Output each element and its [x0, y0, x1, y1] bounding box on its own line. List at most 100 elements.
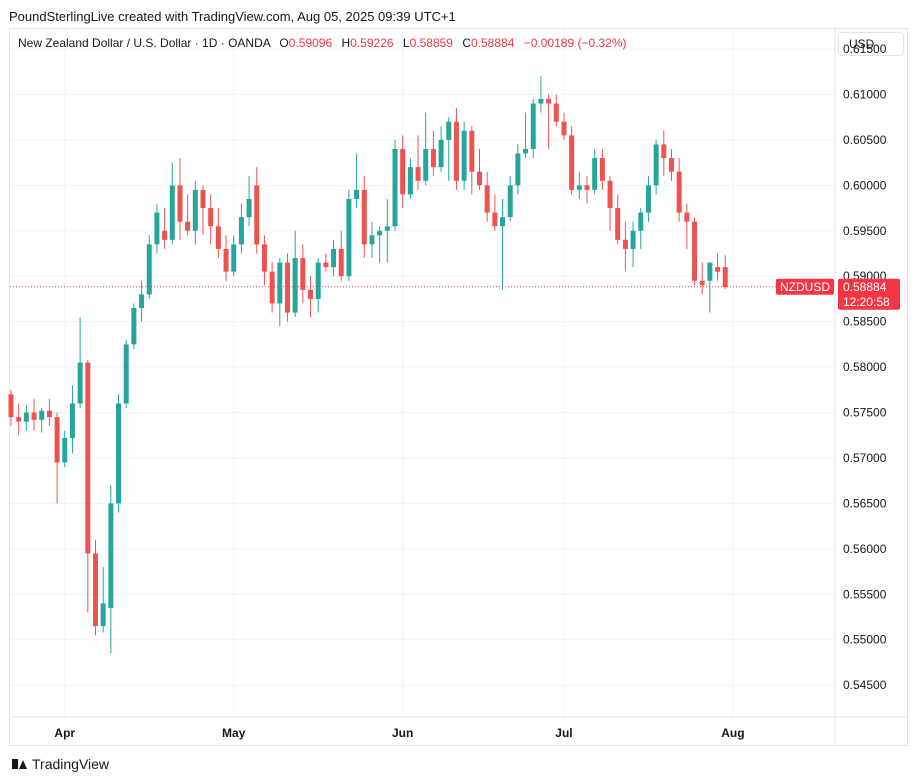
price-tick-label: 0.54500 — [843, 678, 887, 692]
candle-body-down[interactable] — [584, 185, 590, 190]
candle-body-down[interactable] — [561, 121, 567, 136]
candle-body-down[interactable] — [569, 135, 575, 190]
candle-body-up[interactable] — [154, 212, 160, 245]
candle-body-down[interactable] — [676, 171, 682, 213]
date-tick-label: Aug — [721, 726, 744, 740]
candle-body-up[interactable] — [576, 185, 582, 190]
candle-body-down[interactable] — [31, 412, 37, 420]
candle-body-down[interactable] — [400, 148, 406, 195]
candle-body-down[interactable] — [599, 158, 605, 181]
candle-body-up[interactable] — [123, 344, 129, 404]
candle-body-down[interactable] — [254, 185, 260, 245]
candle-body-up[interactable] — [438, 139, 444, 168]
candle-body-up[interactable] — [331, 248, 337, 268]
candle-body-down[interactable] — [308, 289, 314, 299]
candle-body-up[interactable] — [523, 148, 529, 154]
candle-body-up[interactable] — [653, 144, 659, 186]
candle-body-down[interactable] — [668, 158, 674, 172]
candle-body-up[interactable] — [369, 235, 375, 245]
candle-body-up[interactable] — [277, 262, 283, 304]
candle-body-down[interactable] — [699, 280, 705, 286]
candle-body-up[interactable] — [592, 158, 598, 190]
candle-body-up[interactable] — [407, 167, 413, 195]
candle-body-up[interactable] — [384, 226, 390, 231]
candle-body-up[interactable] — [62, 437, 68, 463]
candle-body-down[interactable] — [215, 226, 221, 249]
candle-body-up[interactable] — [346, 198, 352, 277]
candle-body-up[interactable] — [423, 148, 429, 181]
candle-body-up[interactable] — [108, 503, 114, 608]
candle-body-up[interactable] — [707, 262, 713, 281]
candle-body-up[interactable] — [169, 185, 175, 240]
candle-body-down[interactable] — [607, 180, 613, 209]
candle-body-up[interactable] — [146, 244, 152, 295]
candle-body-up[interactable] — [23, 412, 29, 422]
candle-body-down[interactable] — [92, 553, 98, 627]
candle-body-up[interactable] — [354, 189, 360, 199]
currency-button[interactable]: USD — [838, 32, 904, 56]
candle-body-down[interactable] — [200, 189, 206, 209]
instrument-label: New Zealand Dollar / U.S. Dollar · 1D · … — [18, 36, 271, 50]
candle-body-up[interactable] — [377, 230, 383, 236]
candle-body-up[interactable] — [238, 217, 244, 245]
candle-body-down[interactable] — [361, 189, 367, 245]
candle-body-down[interactable] — [469, 130, 475, 172]
candle-body-up[interactable] — [292, 258, 298, 313]
candle-body-down[interactable] — [715, 267, 721, 272]
candle-body-up[interactable] — [139, 294, 145, 309]
candle-body-up[interactable] — [446, 121, 452, 140]
candle-body-up[interactable] — [538, 98, 544, 104]
candle-body-down[interactable] — [54, 417, 60, 463]
candle-body-up[interactable] — [645, 185, 651, 213]
candle-body-up[interactable] — [131, 308, 137, 345]
candle-body-down[interactable] — [223, 248, 229, 272]
candle-body-up[interactable] — [315, 262, 321, 299]
candle-body-up[interactable] — [638, 212, 644, 231]
candle-body-down[interactable] — [85, 362, 91, 554]
candle-body-up[interactable] — [69, 403, 75, 438]
candle-body-down[interactable] — [415, 167, 421, 181]
candle-body-down[interactable] — [46, 410, 52, 418]
candle-body-down[interactable] — [553, 103, 559, 122]
candle-body-down[interactable] — [661, 144, 667, 159]
candle-body-up[interactable] — [77, 362, 83, 404]
candle-body-down[interactable] — [162, 230, 168, 240]
candle-body-down[interactable] — [622, 239, 628, 249]
candle-body-down[interactable] — [284, 262, 290, 313]
candle-body-up[interactable] — [231, 244, 237, 272]
candle-body-up[interactable] — [515, 153, 521, 186]
candle-body-down[interactable] — [684, 212, 690, 222]
candle-body-up[interactable] — [116, 403, 122, 504]
candle-body-down[interactable] — [300, 258, 306, 290]
candle-body-down[interactable] — [16, 417, 22, 422]
candle-body-down[interactable] — [323, 262, 329, 268]
candle-body-up[interactable] — [461, 130, 467, 181]
candle-body-up[interactable] — [630, 230, 636, 249]
candle-body-down[interactable] — [453, 121, 459, 181]
candle-body-up[interactable] — [530, 103, 536, 149]
candle-body-up[interactable] — [392, 148, 398, 227]
candle-body-down[interactable] — [8, 394, 14, 418]
candle-body-down[interactable] — [430, 148, 436, 168]
candle-body-up[interactable] — [192, 189, 198, 231]
candle-body-up[interactable] — [246, 198, 252, 218]
candle-body-up[interactable] — [507, 185, 513, 218]
candle-body-down[interactable] — [484, 185, 490, 213]
candle-body-up[interactable] — [100, 603, 106, 627]
candle-body-down[interactable] — [615, 208, 621, 240]
candle-body-down[interactable] — [692, 221, 698, 281]
candle-body-down[interactable] — [492, 212, 498, 227]
candle-body-up[interactable] — [39, 410, 45, 420]
candle-body-down[interactable] — [722, 267, 728, 288]
candle-body-down[interactable] — [476, 171, 482, 186]
candle-body-down[interactable] — [338, 248, 344, 277]
candle-body-down[interactable] — [185, 221, 191, 231]
candle-body-down[interactable] — [177, 185, 183, 222]
candle-body-down[interactable] — [269, 271, 275, 304]
candle-body-down[interactable] — [261, 244, 267, 272]
candle-body-down[interactable] — [546, 98, 552, 104]
candle-body-up[interactable] — [500, 217, 506, 227]
last-price-badge — [838, 278, 900, 310]
candle-body-down[interactable] — [208, 208, 214, 227]
